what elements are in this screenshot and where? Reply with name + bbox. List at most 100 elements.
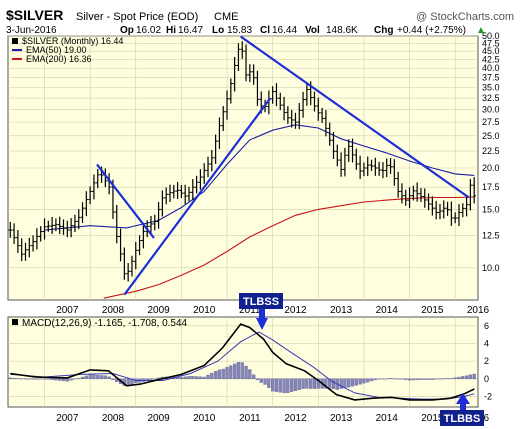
ohlc-bar <box>449 201 454 226</box>
ohlc-bar <box>171 184 176 199</box>
x-tick-label: 2013 <box>330 305 353 316</box>
ohlc-bar <box>297 103 302 130</box>
ohlc-bar <box>343 147 347 177</box>
histogram-bar <box>388 378 393 379</box>
ohlc-bar <box>31 235 35 252</box>
histogram-bar <box>42 378 47 380</box>
histogram-bar <box>191 376 195 379</box>
histogram-bar <box>354 378 358 386</box>
tlbss-annotation: TLBSS <box>239 293 283 330</box>
histogram-bar <box>58 378 62 381</box>
histogram-bar <box>244 365 248 379</box>
price-tick-label: 35.0 <box>482 82 500 92</box>
histogram-bar <box>430 378 435 380</box>
ohlc-bar <box>282 96 286 121</box>
ohlc-bar <box>16 229 20 253</box>
histogram-bar <box>392 378 396 380</box>
trendline <box>96 163 155 239</box>
ohlc-bar <box>415 182 419 202</box>
x-tick-label: 2014 <box>376 413 399 424</box>
histogram-bar <box>46 378 50 380</box>
ohlc-bar <box>27 237 32 258</box>
ohlc-bar <box>251 64 256 85</box>
ohlc-bar <box>118 228 123 262</box>
histogram-bar <box>438 378 442 380</box>
histogram-bar <box>449 378 454 380</box>
histogram-bar <box>20 378 24 380</box>
instrument-description: Silver - Spot Price (EOD) <box>76 11 198 23</box>
histogram-bar <box>331 378 336 390</box>
ohlc-bar <box>320 107 324 124</box>
histogram-bar <box>445 378 450 380</box>
histogram-bar <box>103 375 107 379</box>
change-up-arrow-icon: ▲ <box>476 25 486 36</box>
price-tick-label: 45.0 <box>482 46 500 56</box>
price-tick-label: 40.0 <box>482 63 500 73</box>
ohlc-bar <box>160 190 165 217</box>
histogram-bar <box>210 372 214 379</box>
ohlc-bar <box>369 159 374 171</box>
ohlc-bar <box>411 185 416 201</box>
price-tick-label: 20.0 <box>482 163 500 173</box>
ohlc-bar <box>373 157 378 176</box>
histogram-bar <box>73 378 77 380</box>
ohlc-bar <box>114 204 119 244</box>
histogram-bar <box>27 378 31 380</box>
ohlc-bar <box>240 41 245 59</box>
histogram-bar <box>259 378 263 383</box>
price-tick-label: 22.5 <box>482 146 500 156</box>
ohlc-bar <box>19 238 24 262</box>
symbol-title: $SILVER <box>6 7 63 23</box>
histogram-bar <box>16 378 20 380</box>
x-tick-label: 2007 <box>56 305 79 316</box>
price-axis: 10.0 12.5 15.0 17.5 20.0 22.5 25.0 27.5 30.0 32.5… <box>482 31 500 273</box>
macd-legend-swatch <box>12 319 18 325</box>
volume-value: 148.6K <box>326 25 358 36</box>
ohlc-bar <box>377 161 381 176</box>
ohlc-bar <box>419 187 423 202</box>
histogram-bar <box>232 363 237 379</box>
ohlc-bar <box>130 255 134 277</box>
histogram-bar <box>225 367 229 379</box>
ohlc-bar <box>35 228 39 250</box>
ohlc-bar <box>460 203 465 218</box>
price-legend: $SILVER (Monthly) 16.44 EMA(50) 19.00 EM… <box>12 36 123 64</box>
histogram-bar <box>255 378 260 381</box>
ohlc-bar <box>202 163 207 184</box>
histogram-bar <box>187 376 191 379</box>
watermark: @ StockCharts.com <box>416 11 514 23</box>
histogram-bar <box>464 375 469 379</box>
histogram-bar <box>347 378 351 388</box>
ohlc-bar <box>133 241 138 270</box>
histogram-bar <box>385 378 389 380</box>
ohlc-bar <box>191 179 195 201</box>
histogram-bar <box>179 377 184 379</box>
ohlc-bar <box>194 175 199 194</box>
histogram-bar <box>198 376 203 379</box>
ohlc-bar <box>232 57 237 92</box>
histogram-bar <box>107 376 111 379</box>
trendlines <box>96 35 470 296</box>
ohlc-bar <box>54 218 58 232</box>
ohlc-bar <box>358 155 362 179</box>
open-label: Op <box>120 25 134 36</box>
ohlc-bar <box>407 187 412 209</box>
histogram-bar <box>23 378 28 380</box>
ohlc-bar <box>248 64 252 83</box>
histogram-bar <box>290 378 294 392</box>
histogram-bar <box>236 362 241 379</box>
histogram-bar <box>54 378 58 381</box>
ohlc-bar <box>430 196 435 216</box>
histogram-bar <box>339 378 343 389</box>
ohlc-bar <box>312 91 317 112</box>
histogram-bar <box>468 374 473 379</box>
histogram-bar <box>404 378 408 380</box>
ohlc-bar <box>225 90 229 120</box>
histogram-bar <box>202 376 206 379</box>
histogram-bar <box>240 362 244 379</box>
x-tick-label: 2010 <box>193 305 216 316</box>
ohlc-bar <box>396 171 400 198</box>
x-tick-label: 2013 <box>330 413 353 424</box>
